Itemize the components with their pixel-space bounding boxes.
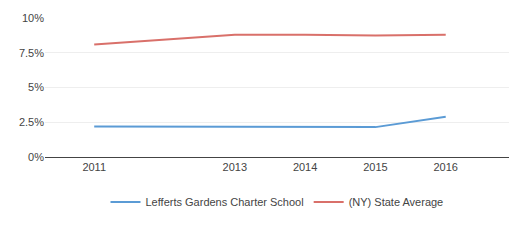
- svg-text:2.5%: 2.5%: [19, 116, 44, 128]
- svg-text:Lefferts Gardens Charter Schoo: Lefferts Gardens Charter School: [146, 196, 304, 208]
- svg-text:5%: 5%: [28, 81, 44, 93]
- svg-text:2014: 2014: [293, 161, 317, 173]
- svg-text:10%: 10%: [22, 12, 44, 24]
- svg-text:0%: 0%: [28, 151, 44, 163]
- svg-text:2016: 2016: [433, 161, 457, 173]
- svg-text:2013: 2013: [223, 161, 247, 173]
- svg-text:7.5%: 7.5%: [19, 47, 44, 59]
- svg-text:2011: 2011: [82, 161, 106, 173]
- svg-text:(NY) State Average: (NY) State Average: [349, 196, 444, 208]
- svg-text:2015: 2015: [363, 161, 387, 173]
